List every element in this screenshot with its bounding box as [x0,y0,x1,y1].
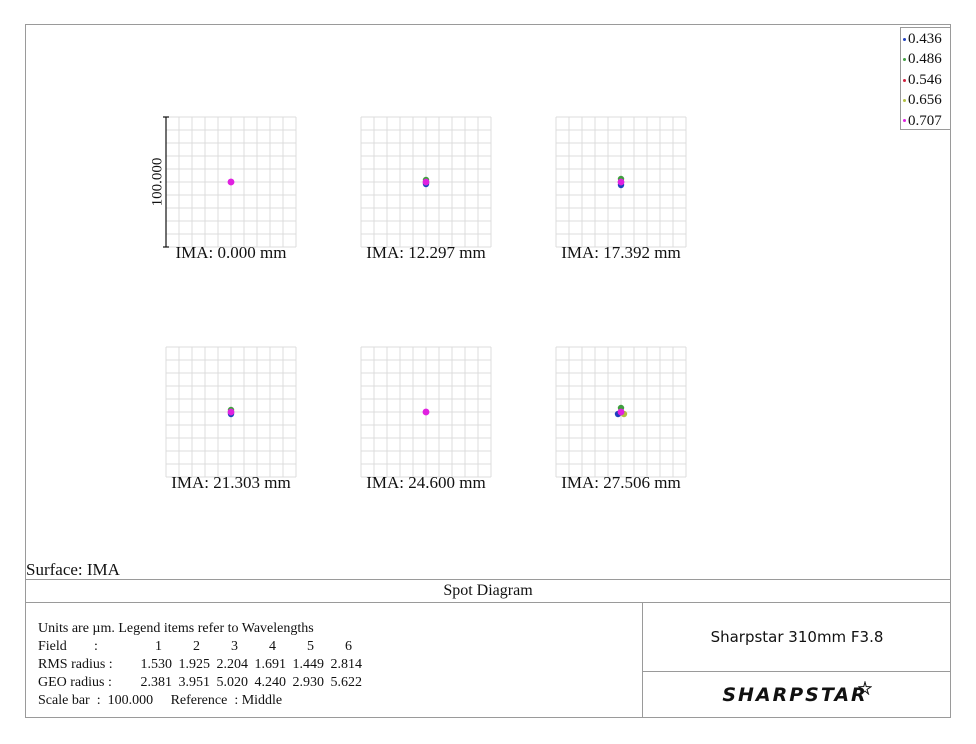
legend-label: 0.436 [908,31,942,47]
geo-value: 3.951 [178,675,211,690]
geo-value: 5.020 [216,675,249,690]
geo-row-label: GEO radius : [38,675,112,690]
field-number: 1 [155,639,162,654]
field-label-2: IMA: 12.297 mm [366,243,486,262]
star-icon [857,681,872,695]
spot-point [422,408,430,416]
legend-swatch [903,78,906,82]
spot-point [422,178,430,186]
wavelength-legend: 0.436 0.486 0.546 0.656 0.707 [900,27,951,130]
legend-swatch [903,119,906,123]
spot-point [617,408,625,416]
info-units-line: Units are µm. Legend items refer to Wave… [38,621,314,636]
field-number: 4 [269,639,276,654]
field-number: 6 [345,639,352,654]
spot-grid-field-2 [360,116,492,248]
brand-logo: SHARPSTAR [643,672,951,718]
info-scale-line: Scale bar : 100.000 Reference : Middle [38,693,283,708]
legend-entry: 0.486 [901,49,950,69]
field-number: 3 [231,639,238,654]
rms-value: 1.691 [254,657,287,672]
legend-entry: 0.546 [901,70,950,90]
field-row-label: Field [38,639,67,654]
footer-divider-vertical [642,603,643,718]
legend-label: 0.546 [908,71,942,88]
plot-frame [25,24,951,718]
legend-entry: 0.707 [901,111,950,131]
brand-text: SHARPSTAR [722,684,868,706]
legend-swatch [903,37,906,41]
field-label-6: IMA: 27.506 mm [561,473,681,492]
rms-value: 1.925 [178,657,211,672]
field-label-4: IMA: 21.303 mm [171,473,291,492]
scale-bar-label: 100.000 [149,157,166,207]
spot-grid-field-1 [165,116,297,248]
info-rms-row: RMS radius : 1.530 1.925 2.204 1.691 1.4… [38,656,362,674]
rms-value: 2.814 [330,657,363,672]
info-geo-row: GEO radius : 2.381 3.951 5.020 4.240 2.9… [38,674,362,692]
spot-grid-field-4 [165,346,297,478]
geo-value: 2.930 [292,675,325,690]
spot-point [227,408,235,416]
info-field-row: Field : 1 2 3 4 5 6 [38,638,362,656]
legend-entry: 0.436 [901,29,950,49]
scale-bar [163,116,169,248]
field-label-1: IMA: 0.000 mm [175,243,287,262]
field-label-5: IMA: 24.600 mm [366,473,486,492]
geo-value: 4.240 [254,675,287,690]
rms-value: 2.204 [216,657,249,672]
spot-grid-field-5 [360,346,492,478]
rms-value: 1.449 [292,657,325,672]
legend-swatch [903,98,906,102]
model-name: Sharpstar 310mm F3.8 [710,628,884,646]
spot-point [227,178,235,186]
geo-value: 5.622 [330,675,363,690]
legend-label: 0.656 [908,92,942,109]
spot-point [617,178,625,186]
info-box: Units are µm. Legend items refer to Wave… [38,620,362,710]
footer-divider-horizontal [642,671,951,672]
field-label-3: IMA: 17.392 mm [561,243,681,262]
legend-entry: 0.656 [901,90,950,110]
legend-label: 0.486 [908,51,942,68]
field-number: 2 [193,639,200,654]
legend-label: 0.707 [908,112,942,129]
spot-grid-field-6 [555,346,687,478]
field-number: 5 [307,639,314,654]
surface-label: Surface: IMA [26,560,120,579]
geo-value: 2.381 [140,675,173,690]
spot-grid-field-3 [555,116,687,248]
field-row-colon: : [94,639,98,654]
legend-swatch [903,58,906,62]
rms-value: 1.530 [140,657,173,672]
rms-row-label: RMS radius : [38,657,113,672]
diagram-title: Spot Diagram [25,579,951,603]
